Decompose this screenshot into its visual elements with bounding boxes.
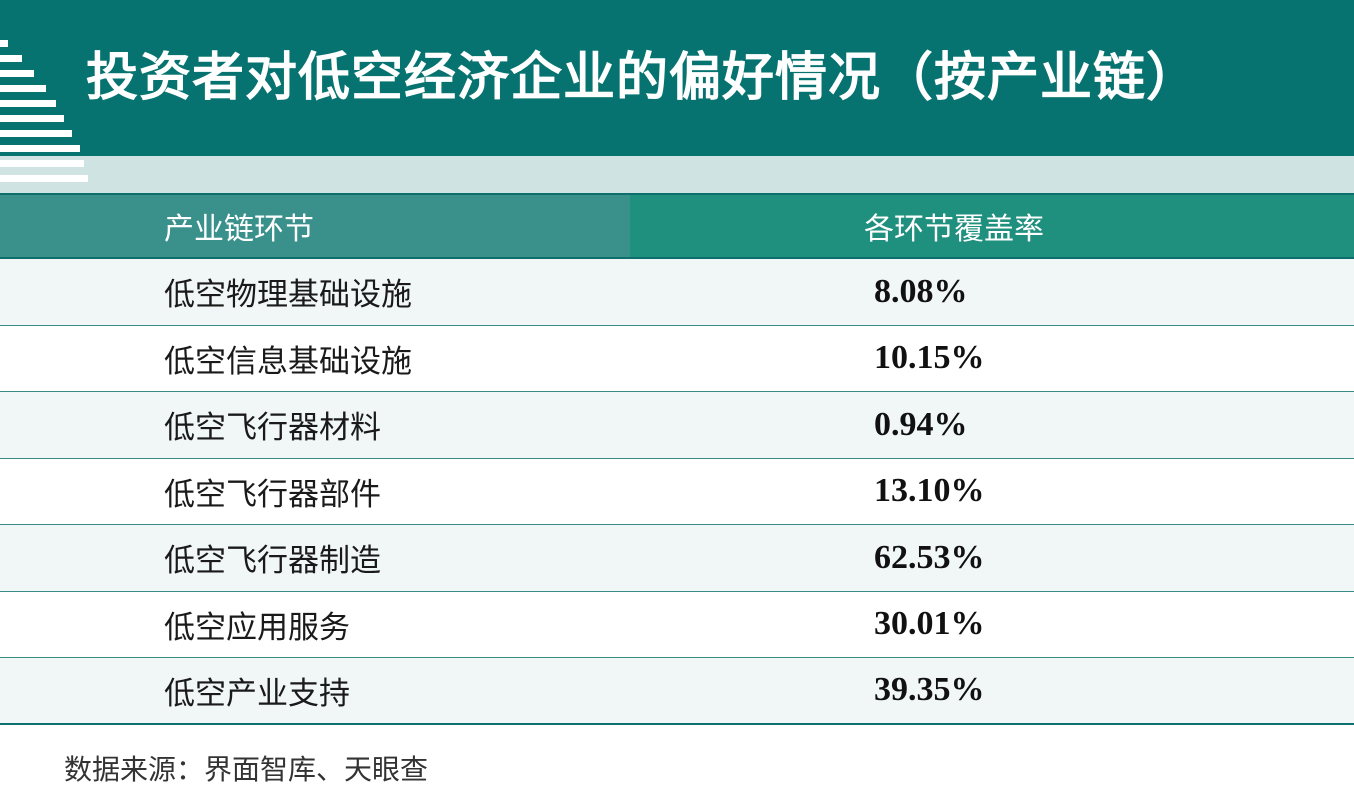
band-stripes-icon	[0, 160, 88, 182]
header-band	[0, 156, 1354, 193]
table-row: 低空飞行器材料 0.94%	[0, 392, 1354, 459]
page-title: 投资者对低空经济企业的偏好情况（按产业链）	[86, 48, 1200, 108]
table-row: 低空信息基础设施 10.15%	[0, 326, 1354, 392]
segment-name: 低空产业支持	[164, 675, 350, 712]
segment-name: 低空物理基础设施	[164, 277, 412, 314]
coverage-value: 62.53%	[874, 538, 985, 576]
stepped-stripes-icon	[0, 40, 80, 152]
coverage-table: 产业链环节 各环节覆盖率 低空物理基础设施 8.08% 低空信息基础设施 10.…	[0, 193, 1354, 725]
segment-name: 低空信息基础设施	[164, 343, 412, 380]
coverage-value: 13.10%	[874, 472, 985, 510]
table-row: 低空产业支持 39.35%	[0, 658, 1354, 725]
table-row: 低空应用服务 30.01%	[0, 592, 1354, 658]
segment-name: 低空应用服务	[164, 609, 350, 646]
coverage-value: 8.08%	[874, 272, 968, 310]
table-header: 产业链环节 各环节覆盖率	[0, 193, 1354, 259]
coverage-value: 0.94%	[874, 405, 968, 443]
header-banner: 投资者对低空经济企业的偏好情况（按产业链）	[0, 0, 1354, 156]
coverage-value: 39.35%	[874, 671, 985, 709]
table-row: 低空飞行器制造 62.53%	[0, 525, 1354, 592]
column-header-coverage: 各环节覆盖率	[630, 195, 1354, 257]
segment-name: 低空飞行器部件	[164, 476, 381, 513]
table-row: 低空物理基础设施 8.08%	[0, 259, 1354, 326]
column-header-segment: 产业链环节	[0, 195, 630, 257]
segment-name: 低空飞行器制造	[164, 543, 381, 580]
coverage-value: 30.01%	[874, 605, 985, 643]
segment-name: 低空飞行器材料	[164, 410, 381, 447]
data-source-note: 数据来源：界面智库、天眼查	[64, 753, 429, 786]
coverage-value: 10.15%	[874, 339, 985, 377]
table-row: 低空飞行器部件 13.10%	[0, 459, 1354, 525]
